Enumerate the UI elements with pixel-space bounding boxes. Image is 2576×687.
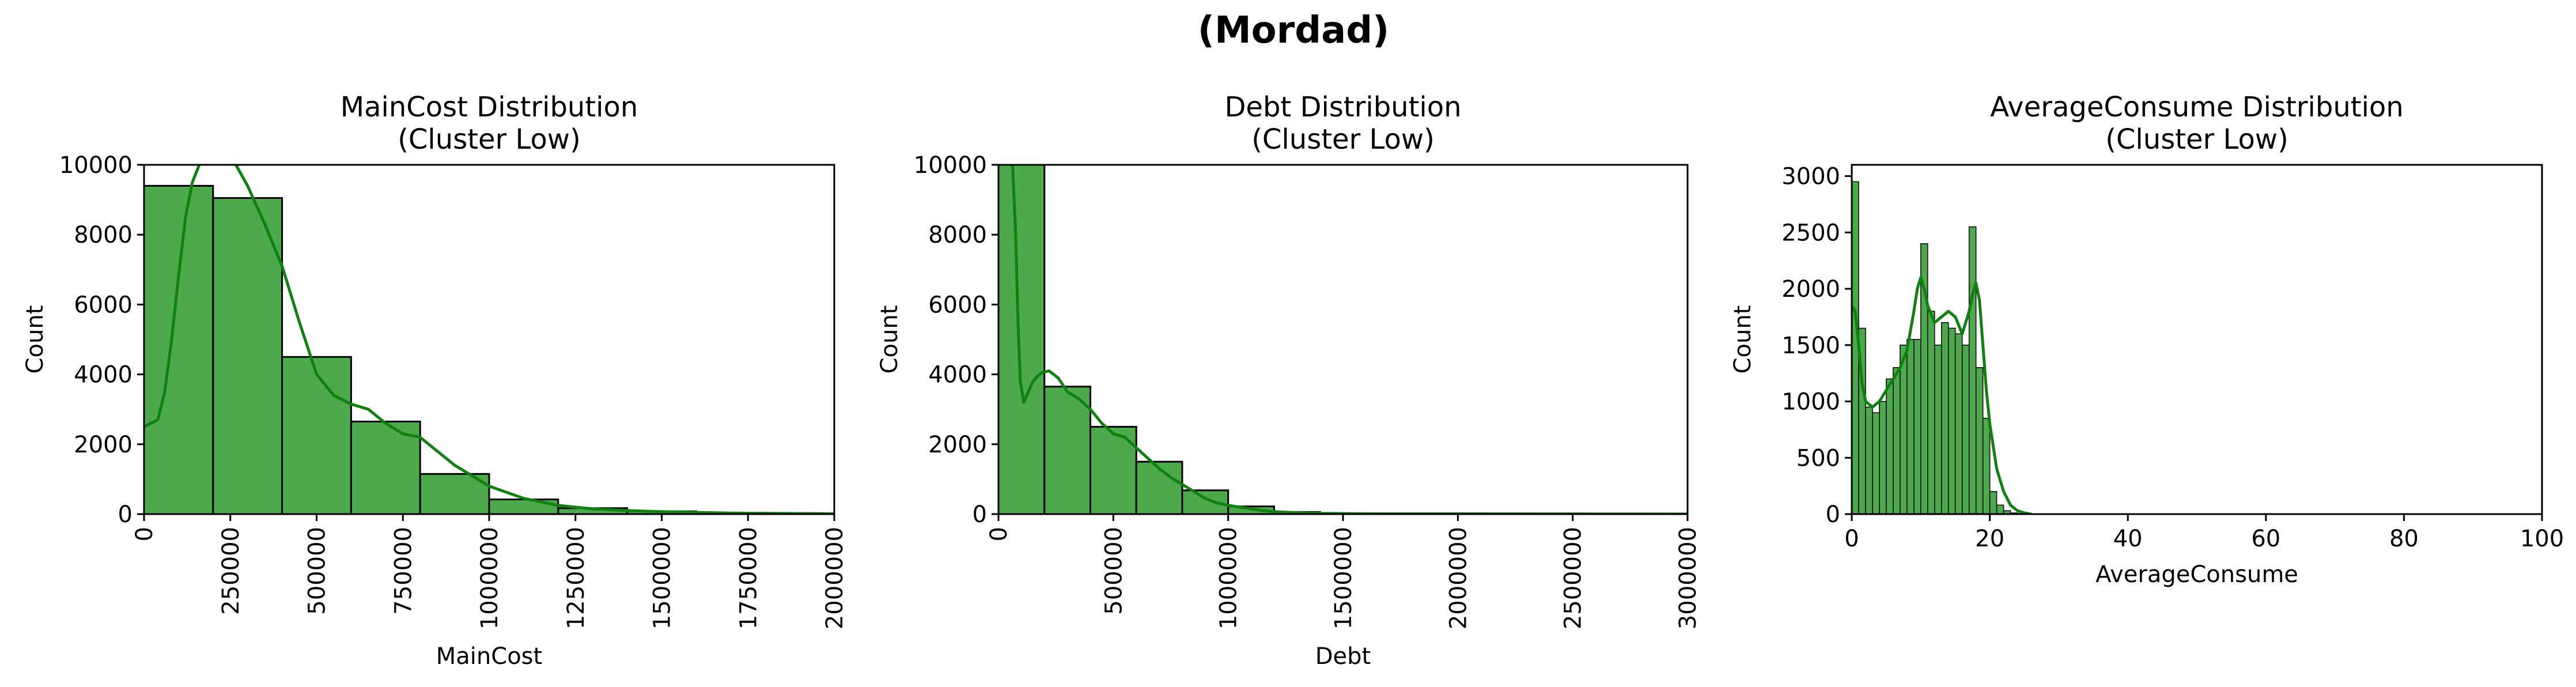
- histogram-bar: [281, 356, 352, 514]
- y-tick-label: 6000: [928, 292, 987, 318]
- x-tick-label: 0: [986, 527, 1012, 541]
- y-tick-label: 0: [118, 501, 133, 528]
- histogram-bar: [2003, 510, 2011, 514]
- panel-2: 0 2000 4000 6000 8000 10000 0 500000 1000000 1500…: [876, 91, 1701, 670]
- y-tick-label: 2000: [928, 432, 987, 458]
- histogram-bar: [1886, 378, 1894, 514]
- y-tick-label: 3000: [1781, 164, 1840, 190]
- x-tick-label: 750000: [390, 527, 417, 615]
- histogram-bar: [1989, 491, 1998, 514]
- y-tick-label: 2000: [1781, 276, 1840, 303]
- chart-title-line: AverageConsume Distribution: [1990, 91, 2403, 123]
- y-tick-label: 6000: [74, 292, 133, 318]
- histogram-bar: [998, 165, 1046, 514]
- x-tick-label: 100: [2520, 526, 2564, 552]
- x-tick-label: 1500000: [1330, 527, 1357, 629]
- x-tick-label: 1250000: [563, 527, 589, 629]
- histogram-bar: [1975, 367, 1984, 514]
- x-tick-label: 3000000: [1675, 527, 1701, 629]
- chart-title-line: (Cluster Low): [1251, 123, 1435, 156]
- x-tick-label: 500000: [1100, 527, 1127, 615]
- histogram-bar: [1872, 412, 1880, 514]
- histogram-bars: [144, 184, 834, 514]
- kde-line: [144, 165, 834, 514]
- x-tick-label: 40: [2113, 526, 2143, 552]
- histogram-bar: [1913, 339, 1921, 514]
- histogram-bar: [1927, 311, 1935, 514]
- x-axis-label: AverageConsume: [2095, 561, 2298, 588]
- x-tick-label: 1000000: [476, 527, 503, 629]
- histogram-bar: [1954, 333, 1963, 514]
- y-tick-label: 1000: [1781, 389, 1840, 416]
- x-tick-label: 0: [1844, 526, 1859, 552]
- y-tick-label: 8000: [74, 222, 133, 248]
- histogram-bar: [1982, 418, 1991, 514]
- y-tick-label: 0: [973, 501, 987, 528]
- y-tick-label: 10000: [914, 152, 987, 179]
- histogram-bar: [1043, 386, 1091, 514]
- x-tick-label: 20: [1975, 526, 2004, 552]
- y-tick-label: 10000: [59, 152, 133, 179]
- histogram-bar: [1940, 322, 1949, 514]
- histogram-bars: [1852, 181, 2025, 514]
- y-tick-label: 4000: [74, 362, 133, 388]
- histogram-bar: [1900, 345, 1908, 514]
- y-axis-label: Count: [876, 305, 903, 374]
- histogram-bar: [144, 184, 214, 514]
- chart-title-line: (Cluster Low): [398, 123, 581, 156]
- x-tick-label: 250000: [218, 527, 244, 615]
- histogram-bar: [1961, 345, 1970, 514]
- y-tick-label: 2000: [74, 432, 133, 458]
- histogram-bar: [350, 420, 421, 514]
- histogram-bar: [1968, 226, 1977, 514]
- histogram-bar: [1907, 339, 1915, 514]
- chart-title-line: (Cluster Low): [2105, 123, 2288, 156]
- figure-suptitle: (Mordad): [1198, 9, 1390, 52]
- y-tick-label: 1500: [1781, 333, 1840, 359]
- histogram-bar: [1181, 489, 1230, 514]
- histogram-bar: [1865, 406, 1873, 514]
- y-axis-label: Count: [22, 305, 48, 374]
- x-tick-label: 80: [2389, 526, 2419, 552]
- y-axis-label: Count: [1730, 305, 1756, 374]
- y-tick-label: 4000: [928, 362, 987, 388]
- y-tick-label: 500: [1796, 445, 1840, 471]
- chart-title-line: Debt Distribution: [1224, 91, 1461, 123]
- chart-title-line: MainCost Distribution: [341, 91, 638, 123]
- y-tick-label: 2500: [1781, 220, 1840, 246]
- x-tick-label: 1500000: [649, 527, 676, 629]
- x-tick-label: 60: [2251, 526, 2280, 552]
- x-tick-label: 1750000: [735, 527, 762, 629]
- histogram-bars: [998, 165, 1688, 514]
- x-axis-label: MainCost: [436, 643, 542, 670]
- histogram-bar: [1947, 327, 1956, 514]
- histogram-bar: [1893, 367, 1901, 514]
- kde-line: [1852, 276, 2032, 514]
- axes-frame: [1851, 164, 2543, 515]
- y-tick-label: 0: [1826, 501, 1840, 528]
- histogram-bar: [212, 197, 283, 514]
- y-tick-label: 8000: [928, 222, 987, 248]
- x-tick-label: 2000000: [1445, 527, 1472, 629]
- x-tick-label: 500000: [304, 527, 331, 615]
- x-tick-label: 2000000: [822, 527, 848, 629]
- x-tick-label: 1000000: [1216, 527, 1242, 629]
- x-axis-label: Debt: [1315, 643, 1371, 670]
- x-tick-label: 2500000: [1560, 527, 1587, 629]
- panel-1: 0 2000 4000 6000 8000 10000 0 250000 500000 75000…: [22, 91, 848, 670]
- x-tick-label: 0: [131, 527, 158, 541]
- histogram-bar: [1934, 345, 1942, 514]
- panel-3: 0 500 1000 1500 2000 2500 3000 0 20 40 60 80 100 Aver…: [1730, 91, 2564, 588]
- histogram-bar: [488, 499, 559, 514]
- histogram-bar: [1879, 401, 1887, 514]
- histogram-bar: [1996, 504, 2004, 514]
- kde-line: [1011, 165, 1688, 514]
